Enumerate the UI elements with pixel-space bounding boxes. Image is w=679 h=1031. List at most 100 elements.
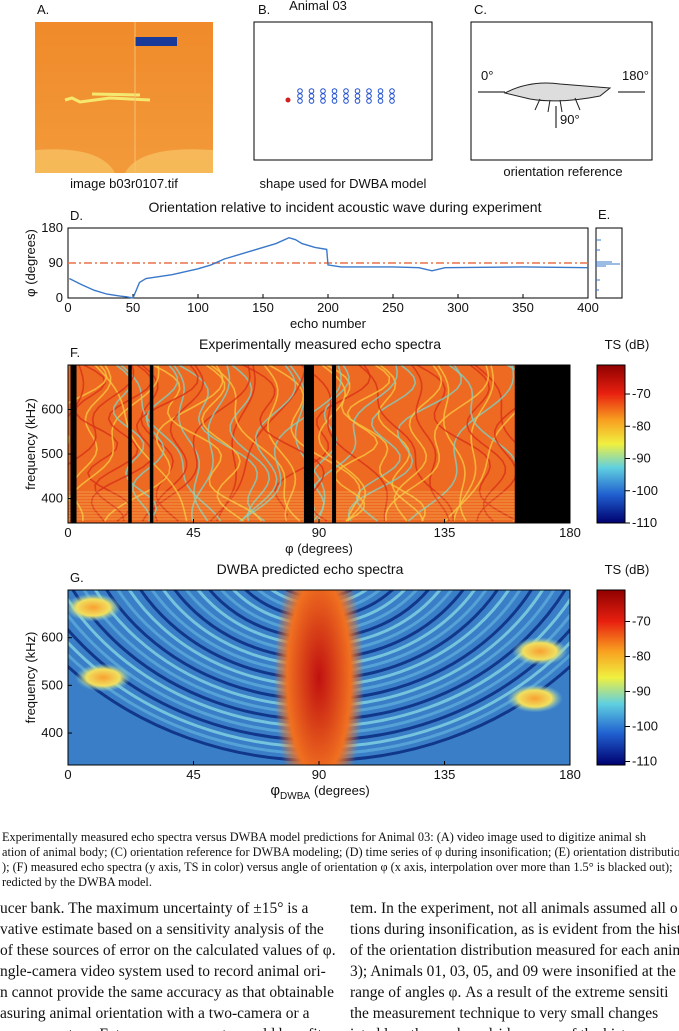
heatmap-texture — [75, 663, 132, 692]
x-axis-label: echo number — [290, 316, 367, 331]
panel-caption: shape used for DWBA model — [260, 176, 427, 191]
colorbar-tick-label: -100 — [632, 719, 658, 734]
caption-line: ation of animal body; (C) orientation re… — [2, 845, 679, 859]
x-tick-label: 90 — [312, 767, 326, 782]
colorbar-tick-label: -70 — [632, 386, 651, 401]
shrimp-drawing — [503, 82, 612, 113]
x-tick-label: 45 — [186, 525, 200, 540]
panel-label: G. — [70, 570, 84, 585]
angle-label: 0° — [481, 68, 493, 83]
shape-model — [285, 88, 395, 104]
body-line: tions during insonification, as is evide… — [350, 921, 679, 938]
heatmap-image — [68, 590, 570, 765]
colorbar-tick-label: -70 — [632, 614, 651, 629]
panel-caption: image b03r0107.tif — [70, 176, 178, 191]
video-tag — [135, 37, 177, 46]
body-line: tem. In the experiment, not all animals … — [350, 900, 678, 917]
blackout — [514, 365, 570, 523]
video-animal — [64, 92, 151, 104]
y-tick-label: 90 — [49, 255, 63, 270]
colorbar-label: TS (dB) — [605, 562, 650, 577]
x-tick-label: 0 — [64, 767, 71, 782]
x-tick-label: 0 — [64, 525, 71, 540]
body-line: camera system. Future measurements would… — [0, 1026, 323, 1031]
panel-box — [253, 21, 433, 161]
shape-point — [366, 98, 372, 104]
x-tick-label: 200 — [317, 300, 339, 315]
shape-point — [354, 98, 361, 104]
heatmap-image — [68, 365, 570, 523]
y-tick-label: 0 — [56, 290, 63, 305]
panel-box — [595, 227, 623, 299]
body-line: the measurement technique to very small … — [350, 1005, 658, 1022]
body-line: of the orientation distribution measured… — [350, 942, 679, 959]
panel-label: C. — [474, 2, 487, 17]
text-block: Experimentally measured echo spectra ver… — [0, 830, 679, 1031]
video-floor — [35, 149, 213, 173]
shape-point — [331, 98, 338, 104]
colorbar-tick-label: -90 — [632, 451, 651, 466]
x-tick-label: 0 — [64, 300, 71, 315]
colorbar-tick-label: -100 — [632, 483, 658, 498]
x-tick-label: 180 — [559, 767, 581, 782]
blackout — [149, 365, 154, 523]
body-line: range of angles φ. As a result of the ex… — [350, 984, 669, 1001]
colorbar-tick-label: -80 — [632, 649, 651, 664]
shape-point — [389, 98, 395, 104]
body-line: asuring animal orientation with a two-ca… — [0, 1005, 310, 1022]
y-axis-label: φ (degrees) — [23, 229, 38, 297]
shape-point — [320, 98, 326, 104]
shape-point — [308, 98, 315, 104]
y-tick-label: 600 — [41, 402, 63, 417]
body-line: ngle-camera video system used to record … — [0, 963, 326, 980]
x-tick-label: 400 — [577, 300, 599, 315]
shape-point — [297, 98, 303, 104]
y-tick-label: 180 — [41, 220, 63, 235]
panel-label: F. — [70, 345, 80, 360]
y-tick-label: 600 — [41, 630, 63, 645]
x-axis-label: φ (degrees) — [285, 541, 353, 556]
heatmap-texture — [68, 365, 135, 466]
heatmap-texture — [506, 684, 563, 713]
series-line — [68, 236, 589, 299]
body-line: vative estimate based on a sensitivity a… — [0, 921, 324, 938]
x-tick-label: 45 — [186, 767, 200, 782]
x-tick-label: 50 — [126, 300, 140, 315]
panel-caption: orientation reference — [503, 164, 622, 179]
y-tick-label: 400 — [41, 491, 63, 506]
y-axis-label: frequency (kHz) — [23, 398, 38, 490]
x-tick-label: 90 — [312, 525, 326, 540]
body-line: iated length near broadside, many of the… — [350, 1026, 671, 1031]
x-tick-label: 180 — [559, 525, 581, 540]
histogram-sketch — [596, 239, 620, 291]
shape-point — [377, 98, 384, 104]
heatmap-texture — [273, 590, 365, 765]
colorbar — [596, 364, 626, 524]
x-tick-label: 150 — [252, 300, 274, 315]
blackout — [303, 365, 314, 523]
panel-title: Experimentally measured echo spectra — [199, 336, 441, 352]
colorbar-tick-label: -80 — [632, 418, 651, 433]
colorbar — [596, 589, 626, 766]
body-line: n cannot provide the same accuracy as th… — [0, 984, 334, 1001]
y-tick-label: 500 — [41, 446, 63, 461]
x-tick-label: 135 — [434, 767, 456, 782]
colorbar-tick-label: -110 — [632, 754, 657, 769]
heatmap-texture — [68, 365, 85, 418]
caption-line: redicted by the DWBA model. — [2, 875, 152, 889]
blackout — [128, 365, 132, 523]
panel-title: DWBA predicted echo spectra — [217, 561, 404, 577]
x-axis-label: φDWBA (degrees) — [270, 782, 369, 802]
body-line: of these sources of error on the calcula… — [0, 942, 336, 959]
angle-label: 90° — [560, 112, 580, 127]
body-line: 3); Animals 01, 03, 05, and 09 were inso… — [350, 963, 676, 980]
panel-title: Orientation relative to incident acousti… — [149, 199, 542, 215]
shape-point — [343, 98, 349, 104]
body-line: ucer bank. The maximum uncertainty of ±1… — [0, 900, 309, 917]
colorbar-tick-label: -110 — [632, 515, 657, 530]
y-tick-label: 400 — [41, 725, 63, 740]
panel-label: B. — [258, 2, 270, 17]
x-tick-label: 135 — [434, 525, 456, 540]
